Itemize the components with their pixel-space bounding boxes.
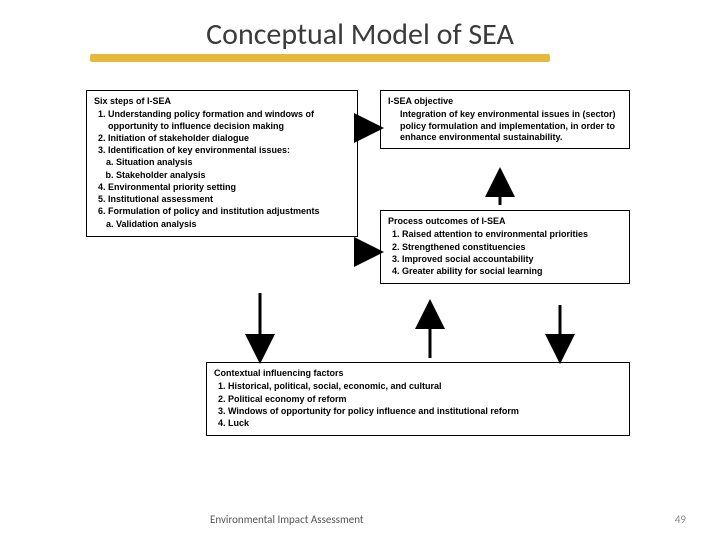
list-item: Institutional assessment: [108, 194, 350, 205]
list-item: Political economy of reform: [228, 394, 622, 405]
box-header: I-SEA objective: [388, 96, 622, 107]
box-objective: I-SEA objective Integration of key envir…: [380, 90, 630, 149]
list-item: Luck: [228, 418, 622, 429]
outcomes-list: Raised attention to environmental priori…: [388, 229, 622, 277]
steps-sub6: Validation analysis: [94, 219, 350, 230]
page-number: 49: [675, 513, 686, 526]
list-item: Identification of key environmental issu…: [108, 145, 350, 156]
box-context: Contextual influencing factors Historica…: [206, 362, 630, 436]
steps-list: Understanding policy formation and windo…: [94, 109, 350, 156]
title-underline: [90, 54, 550, 62]
box-six-steps: Six steps of I-SEA Understanding policy …: [86, 90, 358, 237]
list-item: Formulation of policy and institution ad…: [108, 206, 350, 217]
list-item: Improved social accountability: [402, 254, 622, 265]
context-list: Historical, political, social, economic,…: [214, 381, 622, 429]
list-item: Greater ability for social learning: [402, 266, 622, 277]
list-item: Understanding policy formation and windo…: [108, 109, 350, 132]
list-item: Stakeholder analysis: [116, 170, 350, 181]
list-item: Situation analysis: [116, 157, 350, 168]
box-header: Six steps of I-SEA: [94, 96, 350, 107]
list-item: Raised attention to environmental priori…: [402, 229, 622, 240]
slide-title: Conceptual Model of SEA: [0, 16, 720, 53]
objective-text: Integration of key environmental issues …: [388, 109, 622, 143]
footer-text: Environmental Impact Assessment: [210, 513, 364, 526]
list-item: Windows of opportunity for policy influe…: [228, 406, 622, 417]
steps-list-2: Environmental priority setting Instituti…: [94, 182, 350, 218]
list-item: Validation analysis: [116, 219, 350, 230]
list-item: Initiation of stakeholder dialogue: [108, 133, 350, 144]
list-item: Historical, political, social, economic,…: [228, 381, 622, 392]
list-item: Environmental priority setting: [108, 182, 350, 193]
box-header: Contextual influencing factors: [214, 368, 622, 379]
list-item: Strengthened constituencies: [402, 242, 622, 253]
box-outcomes: Process outcomes of I-SEA Raised attenti…: [380, 210, 630, 284]
box-header: Process outcomes of I-SEA: [388, 216, 622, 227]
steps-sub3: Situation analysis Stakeholder analysis: [94, 157, 350, 181]
